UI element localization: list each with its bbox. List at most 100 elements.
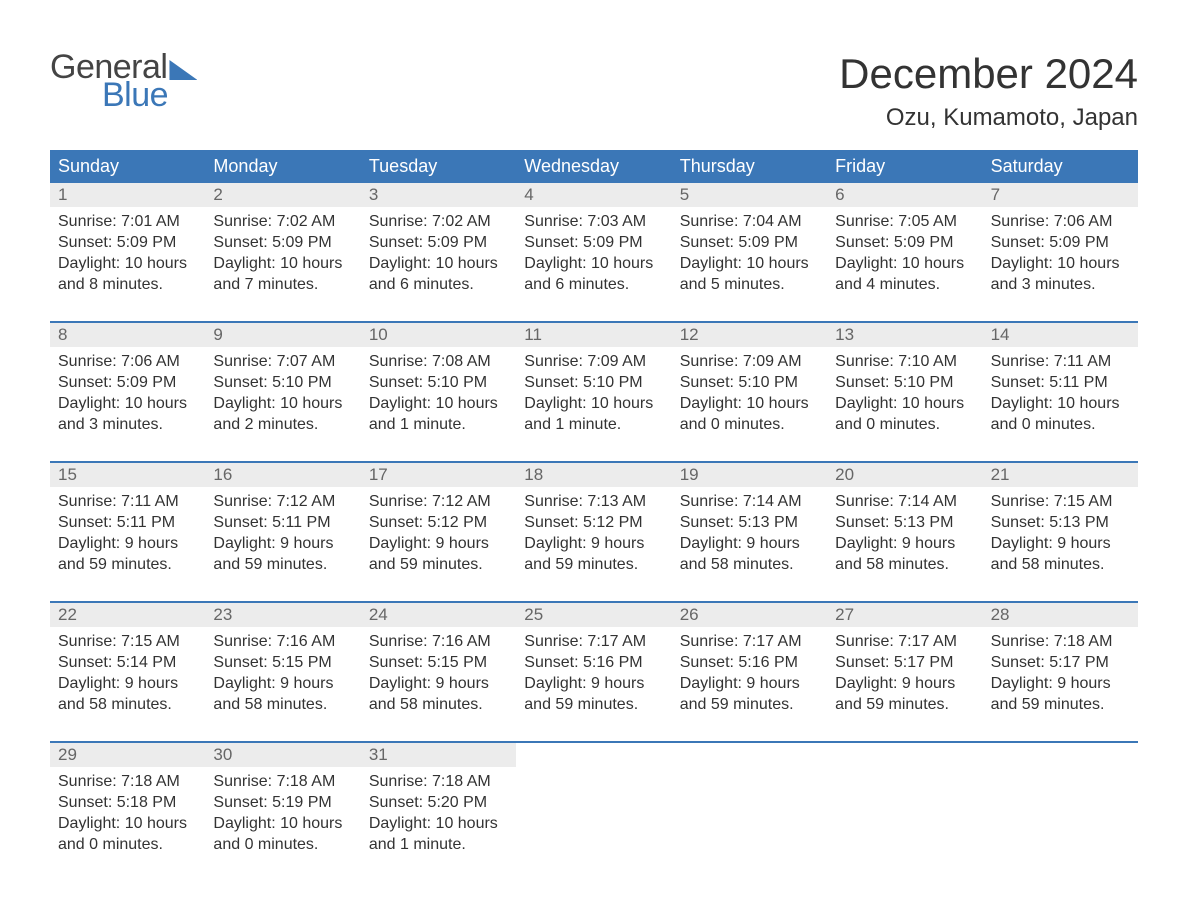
sunrise-text: Sunrise: 7:01 AM [58, 211, 197, 232]
day-number: 14 [983, 323, 1138, 347]
day-cell: Sunrise: 7:14 AMSunset: 5:13 PMDaylight:… [827, 487, 982, 585]
sunrise-text: Sunrise: 7:05 AM [835, 211, 974, 232]
day-cell: Sunrise: 7:06 AMSunset: 5:09 PMDaylight:… [983, 207, 1138, 305]
day-cell [672, 767, 827, 865]
daylight-line2: and 0 minutes. [58, 834, 197, 855]
day-cell: Sunrise: 7:17 AMSunset: 5:17 PMDaylight:… [827, 627, 982, 725]
day-number: 4 [516, 183, 671, 207]
day-number: 24 [361, 603, 516, 627]
sunrise-text: Sunrise: 7:06 AM [58, 351, 197, 372]
daylight-line1: Daylight: 9 hours [835, 673, 974, 694]
sunset-text: Sunset: 5:10 PM [369, 372, 508, 393]
day-number: 8 [50, 323, 205, 347]
daylight-line2: and 59 minutes. [680, 694, 819, 715]
daynum-band: 293031 [50, 743, 1138, 767]
location-subtitle: Ozu, Kumamoto, Japan [839, 104, 1138, 132]
daylight-line1: Daylight: 9 hours [991, 673, 1130, 694]
sunrise-text: Sunrise: 7:17 AM [524, 631, 663, 652]
sunrise-text: Sunrise: 7:03 AM [524, 211, 663, 232]
sunrise-text: Sunrise: 7:18 AM [369, 771, 508, 792]
sunset-text: Sunset: 5:13 PM [835, 512, 974, 533]
sunrise-text: Sunrise: 7:15 AM [58, 631, 197, 652]
sunrise-text: Sunrise: 7:17 AM [835, 631, 974, 652]
day-cell: Sunrise: 7:11 AMSunset: 5:11 PMDaylight:… [983, 347, 1138, 445]
sunset-text: Sunset: 5:11 PM [213, 512, 352, 533]
daylight-line2: and 8 minutes. [58, 274, 197, 295]
day-number: 13 [827, 323, 982, 347]
weekday-header: Saturday [983, 150, 1138, 183]
day-cell: Sunrise: 7:13 AMSunset: 5:12 PMDaylight:… [516, 487, 671, 585]
day-number: 10 [361, 323, 516, 347]
daylight-line2: and 59 minutes. [369, 554, 508, 575]
daylight-line2: and 59 minutes. [524, 694, 663, 715]
sunset-text: Sunset: 5:17 PM [835, 652, 974, 673]
weekday-header: Wednesday [516, 150, 671, 183]
day-number: 2 [205, 183, 360, 207]
daylight-line2: and 6 minutes. [524, 274, 663, 295]
day-number: 29 [50, 743, 205, 767]
sunrise-text: Sunrise: 7:16 AM [369, 631, 508, 652]
daylight-line2: and 59 minutes. [835, 694, 974, 715]
logo: General Blue [50, 50, 197, 112]
daylight-line1: Daylight: 9 hours [369, 533, 508, 554]
day-number: 27 [827, 603, 982, 627]
daylight-line1: Daylight: 10 hours [680, 393, 819, 414]
sunrise-text: Sunrise: 7:17 AM [680, 631, 819, 652]
day-cell: Sunrise: 7:05 AMSunset: 5:09 PMDaylight:… [827, 207, 982, 305]
day-number: 17 [361, 463, 516, 487]
day-number: 12 [672, 323, 827, 347]
daylight-line1: Daylight: 10 hours [369, 393, 508, 414]
daylight-line1: Daylight: 10 hours [991, 253, 1130, 274]
day-number: 26 [672, 603, 827, 627]
daynum-band: 891011121314 [50, 323, 1138, 347]
day-cell [827, 767, 982, 865]
sunset-text: Sunset: 5:13 PM [991, 512, 1130, 533]
daylight-line2: and 3 minutes. [991, 274, 1130, 295]
sunrise-text: Sunrise: 7:18 AM [213, 771, 352, 792]
day-cell: Sunrise: 7:03 AMSunset: 5:09 PMDaylight:… [516, 207, 671, 305]
weekday-header-row: Sunday Monday Tuesday Wednesday Thursday… [50, 150, 1138, 183]
sunrise-text: Sunrise: 7:14 AM [680, 491, 819, 512]
day-number: 18 [516, 463, 671, 487]
day-cell: Sunrise: 7:17 AMSunset: 5:16 PMDaylight:… [672, 627, 827, 725]
day-cell: Sunrise: 7:06 AMSunset: 5:09 PMDaylight:… [50, 347, 205, 445]
day-cell: Sunrise: 7:12 AMSunset: 5:12 PMDaylight:… [361, 487, 516, 585]
day-cell: Sunrise: 7:15 AMSunset: 5:13 PMDaylight:… [983, 487, 1138, 585]
day-number: 20 [827, 463, 982, 487]
daylight-line2: and 6 minutes. [369, 274, 508, 295]
day-cell: Sunrise: 7:09 AMSunset: 5:10 PMDaylight:… [672, 347, 827, 445]
week-row: 22232425262728Sunrise: 7:15 AMSunset: 5:… [50, 601, 1138, 725]
daylight-line2: and 1 minute. [369, 834, 508, 855]
sunrise-text: Sunrise: 7:02 AM [213, 211, 352, 232]
sunrise-text: Sunrise: 7:02 AM [369, 211, 508, 232]
weekday-header: Friday [827, 150, 982, 183]
sunset-text: Sunset: 5:11 PM [58, 512, 197, 533]
daylight-line2: and 0 minutes. [680, 414, 819, 435]
sunrise-text: Sunrise: 7:11 AM [991, 351, 1130, 372]
day-cell: Sunrise: 7:18 AMSunset: 5:19 PMDaylight:… [205, 767, 360, 865]
daynum-band: 1234567 [50, 183, 1138, 207]
week-row: 1234567 Sunrise: 7:01 AM Sunset: 5:09 PM Da… [50, 183, 1138, 305]
day-cell: Sunrise: 7:16 AMSunset: 5:15 PMDaylight:… [361, 627, 516, 725]
day-cell: Sunrise: 7:18 AMSunset: 5:18 PMDaylight:… [50, 767, 205, 865]
daylight-line2: and 59 minutes. [524, 554, 663, 575]
sunset-text: Sunset: 5:20 PM [369, 792, 508, 813]
daylight-line2: and 3 minutes. [58, 414, 197, 435]
sunset-text: Sunset: 5:19 PM [213, 792, 352, 813]
daylight-line2: and 58 minutes. [991, 554, 1130, 575]
daylight-line2: and 58 minutes. [213, 694, 352, 715]
sunrise-text: Sunrise: 7:18 AM [991, 631, 1130, 652]
sunrise-text: Sunrise: 7:11 AM [58, 491, 197, 512]
day-number [672, 743, 827, 767]
daylight-line2: and 5 minutes. [680, 274, 819, 295]
daylight-line1: Daylight: 10 hours [58, 253, 197, 274]
week-row: 891011121314Sunrise: 7:06 AMSunset: 5:09… [50, 321, 1138, 445]
sunset-text: Sunset: 5:09 PM [680, 232, 819, 253]
day-number: 1 [50, 183, 205, 207]
daylight-line1: Daylight: 10 hours [835, 393, 974, 414]
sunrise-text: Sunrise: 7:08 AM [369, 351, 508, 372]
daylight-line2: and 58 minutes. [835, 554, 974, 575]
sunset-text: Sunset: 5:09 PM [213, 232, 352, 253]
sunset-text: Sunset: 5:10 PM [835, 372, 974, 393]
sunset-text: Sunset: 5:18 PM [58, 792, 197, 813]
